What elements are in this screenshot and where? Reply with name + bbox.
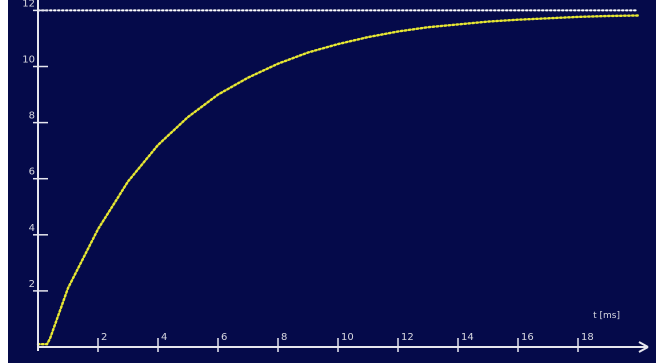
y-tick-label: 12 <box>22 0 35 9</box>
x-axis-arrowhead <box>638 341 649 353</box>
step-response-chart: 2 4 6 8 10 12 14 16 18 2 4 6 8 10 12 t [ms] <box>8 0 656 363</box>
y-tick-label: 2 <box>29 279 35 290</box>
axes-layer: 2 4 6 8 10 12 14 16 18 2 4 6 8 10 12 <box>22 0 649 353</box>
x-tick-label: 2 <box>101 332 107 343</box>
y-tick-label: 6 <box>29 167 35 178</box>
x-tick-label: 6 <box>221 332 227 343</box>
x-tick-label: 8 <box>281 332 287 343</box>
x-tick-label: 16 <box>521 332 534 343</box>
x-tick-label: 4 <box>161 332 167 343</box>
y-tick-label: 10 <box>22 55 35 66</box>
series-layer <box>36 9 640 346</box>
x-tick-label: 10 <box>341 332 354 343</box>
x-tick-label: 12 <box>401 332 414 343</box>
x-axis-title: t [ms] <box>593 311 620 321</box>
y-tick-label: 4 <box>29 223 35 234</box>
x-tick-label: 14 <box>461 332 474 343</box>
response-curve <box>36 14 640 346</box>
y-tick-label: 8 <box>29 111 35 122</box>
plot-background <box>8 0 656 363</box>
x-tick-label: 18 <box>581 332 594 343</box>
